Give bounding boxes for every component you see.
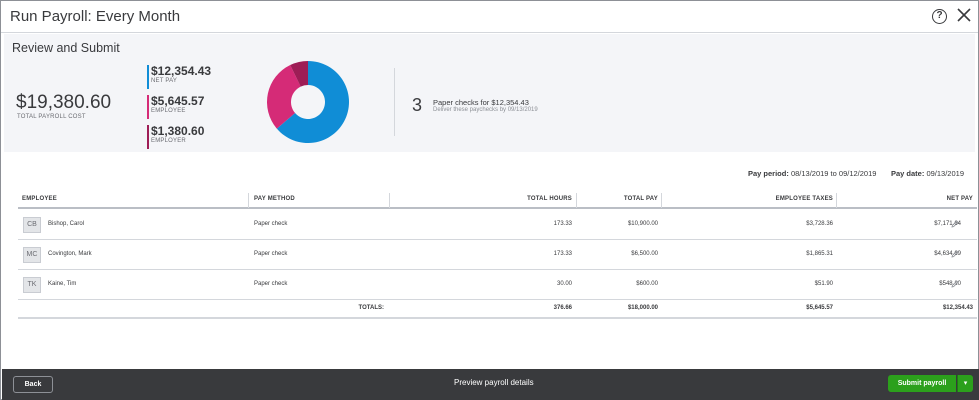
legend-color-bar: [147, 65, 149, 89]
pay-period: Pay period: 08/13/2019 to 09/12/2019: [748, 169, 876, 178]
pay-date-label: Pay date:: [891, 169, 925, 178]
pay-method: Paper check: [254, 251, 288, 257]
payroll-summary-panel: Review and Submit $19,380.60 TOTAL PAYRO…: [4, 34, 975, 152]
totals-label: TOTALS:: [358, 305, 384, 311]
paper-checks-deliver-text: Deliver these paychecks by 09/13/2019: [433, 107, 538, 113]
net-pay: $7,171.64: [934, 221, 961, 227]
pay-period-value: 08/13/2019 to 09/12/2019: [790, 169, 877, 178]
net-pay: $548.10: [939, 281, 961, 287]
pay-date: Pay date: 09/13/2019: [891, 169, 964, 178]
dialog-footer: Back Preview payroll details Submit payr…: [2, 369, 979, 400]
dialog-title: Run Payroll: Every Month: [10, 8, 181, 25]
paper-checks-count: 3: [412, 95, 423, 115]
table-row[interactable]: MC Covington, Mark Paper check 173.33 $6…: [18, 240, 977, 270]
totals-net-pay: $12,354.43: [942, 305, 973, 311]
avatar: CB: [23, 217, 41, 233]
column-header-employee[interactable]: EMPLOYEE: [22, 196, 57, 202]
employee-name: Covington, Mark: [48, 251, 92, 257]
help-icon[interactable]: ?: [932, 9, 947, 24]
table-header: EMPLOYEE PAY METHOD TOTAL HOURS TOTAL PA…: [18, 193, 977, 209]
legend-label: EMPLOYEE: [151, 108, 186, 114]
submit-options-chevron-down-icon[interactable]: ▾: [957, 375, 973, 392]
avatar: MC: [23, 247, 41, 263]
legend-label: EMPLOYER: [151, 138, 186, 144]
back-button[interactable]: Back: [13, 376, 53, 393]
column-separator: [836, 193, 837, 208]
pencil-icon[interactable]: [950, 279, 960, 289]
total-pay: $600.00: [636, 281, 658, 287]
legend-amount: $5,645.57: [151, 94, 205, 108]
employee-taxes: $1,865.31: [806, 251, 833, 257]
dialog-titlebar: Run Payroll: Every Month ?: [1, 1, 978, 33]
employee-taxes: $3,728.36: [806, 221, 833, 227]
employee-taxes: $51.90: [814, 281, 833, 287]
legend-net-pay: $12,354.43 NET PAY: [147, 65, 211, 89]
table-row[interactable]: TK Kaine, Tim Paper check 30.00 $600.00 …: [18, 270, 977, 300]
legend-amount: $1,380.60: [151, 124, 205, 138]
totals-hours: 376.66: [553, 305, 572, 311]
close-icon[interactable]: [955, 6, 973, 24]
preview-payroll-details-link[interactable]: Preview payroll details: [454, 378, 534, 387]
total-hours: 173.33: [553, 251, 572, 257]
net-pay: $4,634.69: [934, 251, 961, 257]
pay-method: Paper check: [254, 281, 288, 287]
legend-employee: $5,645.57 EMPLOYEE: [147, 95, 204, 119]
column-separator: [576, 193, 577, 208]
donut-slice-employer: [290, 61, 308, 87]
employee-name: Kaine, Tim: [48, 281, 77, 287]
column-separator: [661, 193, 662, 208]
pay-period-label: Pay period:: [748, 169, 789, 178]
legend-color-bar: [147, 125, 149, 149]
totals-taxes: $5,645.57: [806, 305, 833, 311]
table-row[interactable]: CB Bishop, Carol Paper check 173.33 $10,…: [18, 210, 977, 240]
pencil-icon[interactable]: [950, 219, 960, 229]
total-pay: $6,500.00: [631, 251, 658, 257]
pay-date-value: 09/13/2019: [926, 169, 964, 178]
summary-divider: [394, 68, 395, 136]
section-title: Review and Submit: [12, 41, 120, 55]
employee-name: Bishop, Carol: [48, 221, 85, 227]
total-hours: 173.33: [553, 221, 572, 227]
total-payroll-cost-label: TOTAL PAYROLL COST: [17, 114, 86, 120]
total-payroll-cost: $19,380.60: [16, 92, 112, 113]
donut-slice-employee: [267, 65, 301, 129]
column-header-pay-method[interactable]: PAY METHOD: [254, 196, 295, 202]
pay-method: Paper check: [254, 221, 288, 227]
total-hours: 30.00: [556, 281, 572, 287]
totals-pay: $18,000.00: [627, 305, 658, 311]
column-header-net-pay[interactable]: NET PAY: [946, 196, 973, 202]
donut-slice-net-pay: [276, 61, 349, 143]
avatar: TK: [23, 277, 41, 293]
submit-payroll-button[interactable]: Submit payroll: [888, 375, 956, 392]
total-pay: $10,900.00: [627, 221, 658, 227]
legend-color-bar: [147, 95, 149, 119]
column-header-total-hours[interactable]: TOTAL HOURS: [527, 196, 572, 202]
column-separator: [248, 193, 249, 208]
totals-row: TOTALS: 376.66 $18,000.00 $5,645.57 $12,…: [18, 299, 977, 319]
column-header-employee-taxes[interactable]: EMPLOYEE TAXES: [775, 196, 833, 202]
legend-label: NET PAY: [151, 78, 178, 84]
column-header-total-pay[interactable]: TOTAL PAY: [623, 196, 658, 202]
column-separator: [389, 193, 390, 208]
pencil-icon[interactable]: [950, 249, 960, 259]
paper-checks-text: Paper checks for $12,354.43: [433, 98, 529, 107]
legend-employer: $1,380.60 EMPLOYER: [147, 125, 204, 149]
legend-amount: $12,354.43: [151, 64, 212, 78]
payroll-donut-chart: [267, 61, 349, 143]
